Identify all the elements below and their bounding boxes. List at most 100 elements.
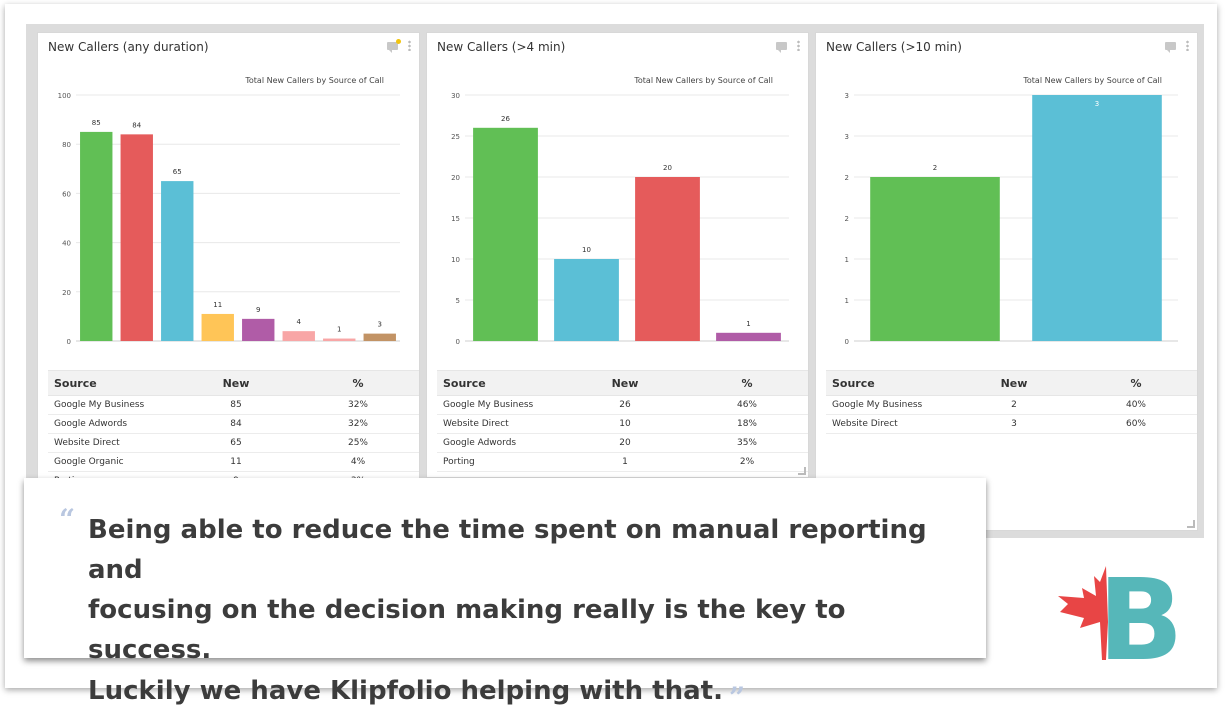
table-cell: Google Adwords xyxy=(437,433,564,453)
y-tick-label: 0 xyxy=(845,338,849,346)
resize-handle-icon[interactable] xyxy=(798,467,806,475)
y-tick-label: 1 xyxy=(845,297,849,305)
bar-chart: Total New Callers by Source of Call 0 20 40… xyxy=(58,76,400,346)
y-tick-label: 100 xyxy=(58,92,71,100)
column-header[interactable]: Source xyxy=(826,370,953,396)
table-cell: 2% xyxy=(686,452,808,472)
bar xyxy=(161,181,194,341)
column-header[interactable]: New xyxy=(953,370,1075,396)
y-tick-label: 30 xyxy=(451,92,460,100)
kebab-menu-icon[interactable] xyxy=(1186,40,1189,51)
y-tick-label: 15 xyxy=(451,215,460,223)
table-row: Google Adwords 84 32% xyxy=(48,414,419,434)
column-header[interactable]: % xyxy=(297,370,419,396)
y-tick-label: 20 xyxy=(62,289,71,297)
logo-letter: B xyxy=(1098,562,1183,662)
table-row: Google Adwords 20 35% xyxy=(437,433,808,453)
column-header[interactable]: Source xyxy=(437,370,564,396)
y-tick-label: 20 xyxy=(451,174,460,182)
y-tick-label: 10 xyxy=(451,256,460,264)
table-cell: 84 xyxy=(175,414,297,434)
table-cell: Google My Business xyxy=(437,395,564,415)
comment-icon[interactable] xyxy=(1165,41,1176,53)
table-row: Google Organic 11 4% xyxy=(48,452,419,472)
table-cell: 60% xyxy=(1075,414,1197,434)
table-cell: 26 xyxy=(564,395,686,415)
column-header[interactable]: % xyxy=(686,370,808,396)
testimonial-text: Being able to reduce the time spent on m… xyxy=(88,510,968,714)
notification-dot-icon xyxy=(396,38,401,44)
table-cell: 20 xyxy=(564,433,686,453)
table-cell: 1 xyxy=(564,452,686,472)
column-header[interactable]: New xyxy=(564,370,686,396)
bar xyxy=(473,127,538,341)
bar xyxy=(201,313,234,341)
klip-card-any-duration: New Callers (any duration) Total New Cal… xyxy=(37,32,420,491)
y-tick-label: 25 xyxy=(451,133,460,141)
table-cell: Google My Business xyxy=(48,395,175,415)
table-header-row: Source New% xyxy=(826,370,1197,396)
data-label: 3 xyxy=(1095,100,1099,108)
table-cell: 25% xyxy=(297,433,419,453)
y-tick-label: 2 xyxy=(845,215,849,223)
kebab-menu-icon[interactable] xyxy=(408,40,411,51)
testimonial-quote-box: “ Being able to reduce the time spent on… xyxy=(24,478,986,714)
data-label: 1 xyxy=(746,320,750,328)
card-title: New Callers (any duration) xyxy=(48,40,209,54)
comment-icon[interactable] xyxy=(387,38,401,53)
card-actions xyxy=(387,38,411,53)
company-logo: B xyxy=(1058,562,1183,662)
bar xyxy=(870,177,1000,341)
bar-chart: Total New Callers by Source of Call 0 5 10 1… xyxy=(451,76,789,346)
table-header-row: Source New% xyxy=(437,370,808,396)
kebab-menu-icon[interactable] xyxy=(797,40,800,51)
y-tick-label: 0 xyxy=(456,338,460,346)
table-row: Website Direct 10 18% xyxy=(437,414,808,434)
klip-card-over-4-min: New Callers (>4 min) Total New Callers b… xyxy=(426,32,809,478)
card-actions xyxy=(776,40,800,53)
bar-chart: Total New Callers by Source of Call 0 1 1 2 2… xyxy=(845,76,1178,346)
quote-line-1: Being able to reduce the time spent on m… xyxy=(88,515,927,585)
bar xyxy=(1032,95,1162,341)
bar xyxy=(363,333,396,341)
y-tick-label: 40 xyxy=(62,240,71,248)
bar xyxy=(120,134,153,341)
column-header[interactable]: New xyxy=(175,370,297,396)
column-header[interactable]: Source xyxy=(48,370,175,396)
bar xyxy=(716,332,781,341)
table-cell: 11 xyxy=(175,452,297,472)
bar xyxy=(323,338,356,341)
resize-handle-icon[interactable] xyxy=(1187,520,1195,528)
data-label: 26 xyxy=(501,115,510,123)
table-cell: 4% xyxy=(297,452,419,472)
table-cell: Porting xyxy=(437,452,564,472)
table-cell: 32% xyxy=(297,395,419,415)
data-label: 3 xyxy=(378,321,382,329)
table-cell: Google Adwords xyxy=(48,414,175,434)
data-label: 20 xyxy=(663,164,672,172)
bar xyxy=(80,131,113,341)
table-cell: 18% xyxy=(686,414,808,434)
y-tick-label: 1 xyxy=(845,256,849,264)
y-tick-label: 2 xyxy=(845,174,849,182)
table-cell: 10 xyxy=(564,414,686,434)
y-tick-label: 5 xyxy=(456,297,460,305)
source-table: Source New% Google My Business 26 46% Website… xyxy=(437,370,808,472)
bar xyxy=(554,259,619,341)
table-cell: 3 xyxy=(953,414,1075,434)
y-tick-label: 80 xyxy=(62,141,71,149)
comment-icon[interactable] xyxy=(776,41,787,53)
y-tick-label: 0 xyxy=(67,338,71,346)
close-quote-icon: ” xyxy=(728,681,746,714)
table-cell: 46% xyxy=(686,395,808,415)
data-label: 85 xyxy=(92,119,101,127)
table-row: Google My Business 85 32% xyxy=(48,395,419,415)
table-cell: 65 xyxy=(175,433,297,453)
table-cell: Google Organic xyxy=(48,452,175,472)
data-label: 10 xyxy=(582,246,591,254)
chart-title: Total New Callers by Source of Call xyxy=(633,76,773,85)
table-cell: Website Direct xyxy=(437,414,564,434)
table-header-row: Source New% xyxy=(48,370,419,396)
table-row: Google My Business 26 46% xyxy=(437,395,808,415)
column-header[interactable]: % xyxy=(1075,370,1197,396)
